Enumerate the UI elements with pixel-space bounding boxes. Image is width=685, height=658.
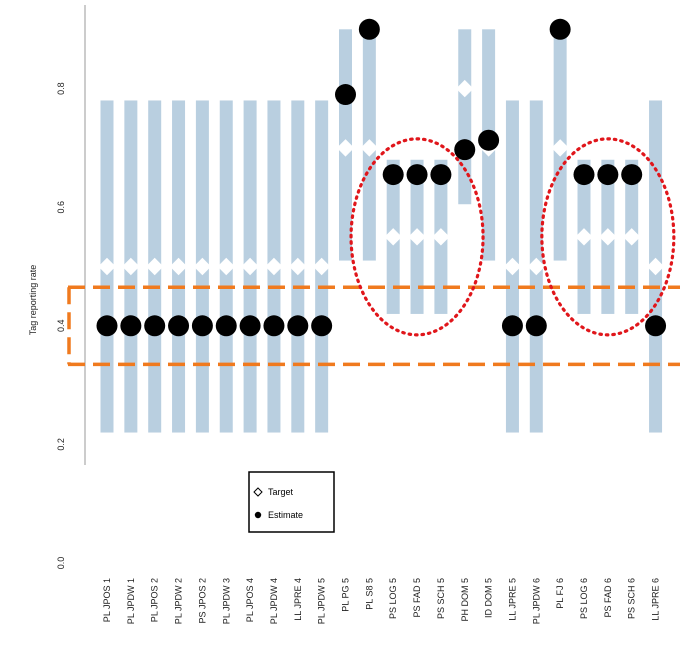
category-label: PL PG 5 bbox=[341, 578, 351, 612]
interval-bar bbox=[458, 29, 472, 205]
category-label: PL JPOS 1 bbox=[102, 578, 112, 622]
category-label: PL JPDW 5 bbox=[317, 578, 327, 624]
category-label: PL JPDW 4 bbox=[269, 578, 279, 624]
estimate-marker bbox=[144, 315, 166, 337]
estimate-marker bbox=[501, 315, 523, 337]
category-label: PL JPDW 6 bbox=[531, 578, 541, 624]
category-label: PS LOG 6 bbox=[579, 578, 589, 619]
target-marker bbox=[360, 139, 379, 157]
interval-bars bbox=[100, 29, 663, 433]
estimate-marker bbox=[645, 315, 667, 337]
estimate-marker bbox=[191, 315, 213, 337]
legend-target-marker bbox=[253, 487, 263, 497]
y-tick-label: 0.4 bbox=[56, 320, 66, 333]
target-marker bbox=[241, 257, 259, 276]
target-marker bbox=[432, 228, 450, 246]
estimate-marker bbox=[406, 164, 428, 186]
category-label: PS FAD 5 bbox=[412, 578, 422, 618]
estimate-marker bbox=[358, 18, 380, 40]
target-marker bbox=[312, 257, 331, 276]
legend-target-label: Target bbox=[268, 487, 294, 497]
target-marker bbox=[169, 257, 188, 276]
y-tick-label: 0.6 bbox=[56, 201, 66, 214]
estimate-marker bbox=[454, 139, 476, 161]
category-label: PS JPOS 2 bbox=[197, 578, 207, 624]
estimate-marker bbox=[168, 315, 190, 337]
estimate-marker bbox=[478, 129, 500, 151]
highlight-ellipse bbox=[349, 137, 485, 337]
target-marker bbox=[575, 228, 593, 246]
estimate-marker bbox=[120, 315, 142, 337]
legend-box bbox=[248, 471, 335, 533]
target-marker bbox=[503, 257, 522, 276]
target-marker bbox=[193, 257, 212, 276]
estimate-marker bbox=[96, 315, 118, 337]
category-label: PH DOM 5 bbox=[460, 578, 470, 622]
estimate-marker bbox=[621, 164, 643, 186]
y-axis-title: Tag reporting rate bbox=[28, 265, 38, 336]
category-label: LL JPRE 5 bbox=[507, 578, 517, 621]
target-marker bbox=[408, 228, 426, 246]
legend-estimate-marker bbox=[254, 511, 262, 519]
category-labels: PL JPOS 1 PL JPDW 1 PL JPOS 2 PL JPDW 2 PS J… bbox=[102, 578, 661, 624]
y-tick-label: 0.8 bbox=[56, 82, 66, 95]
target-marker bbox=[456, 79, 474, 98]
legend-estimate-label: Estimate bbox=[268, 510, 303, 520]
category-label: PS FAD 6 bbox=[603, 578, 613, 618]
estimate-markers bbox=[96, 18, 667, 337]
estimate-marker bbox=[263, 315, 285, 337]
y-tick-labels: 0.0 0.2 0.4 0.6 0.8 bbox=[56, 82, 66, 569]
target-markers bbox=[98, 79, 665, 276]
target-marker bbox=[551, 139, 569, 157]
estimate-marker bbox=[287, 315, 309, 337]
category-label: PL FJ 6 bbox=[555, 578, 565, 609]
category-label: LL JPRE 4 bbox=[293, 578, 303, 621]
estimate-marker bbox=[215, 315, 237, 337]
category-label: PL JPDW 2 bbox=[174, 578, 184, 624]
category-label: PS LOG 5 bbox=[388, 578, 398, 619]
category-label: PL S8 5 bbox=[364, 578, 374, 610]
category-label: PL JPOS 2 bbox=[150, 578, 160, 622]
legend: Target Estimate bbox=[248, 471, 335, 533]
estimate-marker bbox=[549, 18, 571, 40]
y-tick-label: 0.0 bbox=[56, 557, 66, 570]
category-label: PS SCH 6 bbox=[627, 578, 637, 619]
highlight-overlays bbox=[67, 137, 680, 367]
target-marker bbox=[622, 228, 641, 246]
target-marker bbox=[98, 257, 116, 276]
estimate-marker bbox=[525, 315, 547, 337]
category-label: PL JPDW 1 bbox=[126, 578, 136, 624]
target-marker bbox=[122, 257, 140, 276]
target-marker bbox=[336, 139, 355, 157]
target-marker bbox=[217, 257, 235, 276]
target-marker bbox=[145, 257, 164, 276]
estimate-marker bbox=[573, 164, 595, 186]
category-label: ID DOM 5 bbox=[484, 578, 494, 618]
target-marker bbox=[384, 228, 402, 246]
target-marker bbox=[599, 228, 617, 246]
estimate-marker bbox=[597, 164, 619, 186]
estimate-marker bbox=[239, 315, 261, 337]
estimate-marker bbox=[311, 315, 333, 337]
target-marker bbox=[265, 257, 283, 276]
category-label: LL JPRE 6 bbox=[651, 578, 661, 621]
target-marker bbox=[646, 257, 665, 276]
estimate-marker bbox=[430, 164, 452, 186]
y-tick-label: 0.2 bbox=[56, 438, 66, 451]
estimate-marker bbox=[382, 164, 404, 186]
target-marker bbox=[289, 257, 307, 276]
category-label: PS SCH 5 bbox=[436, 578, 446, 619]
highlight-ellipse bbox=[540, 137, 676, 337]
category-label: PL JPOS 4 bbox=[245, 578, 255, 622]
target-marker bbox=[527, 257, 546, 276]
category-label: PL JPDW 3 bbox=[221, 578, 231, 624]
estimate-marker bbox=[335, 84, 356, 106]
